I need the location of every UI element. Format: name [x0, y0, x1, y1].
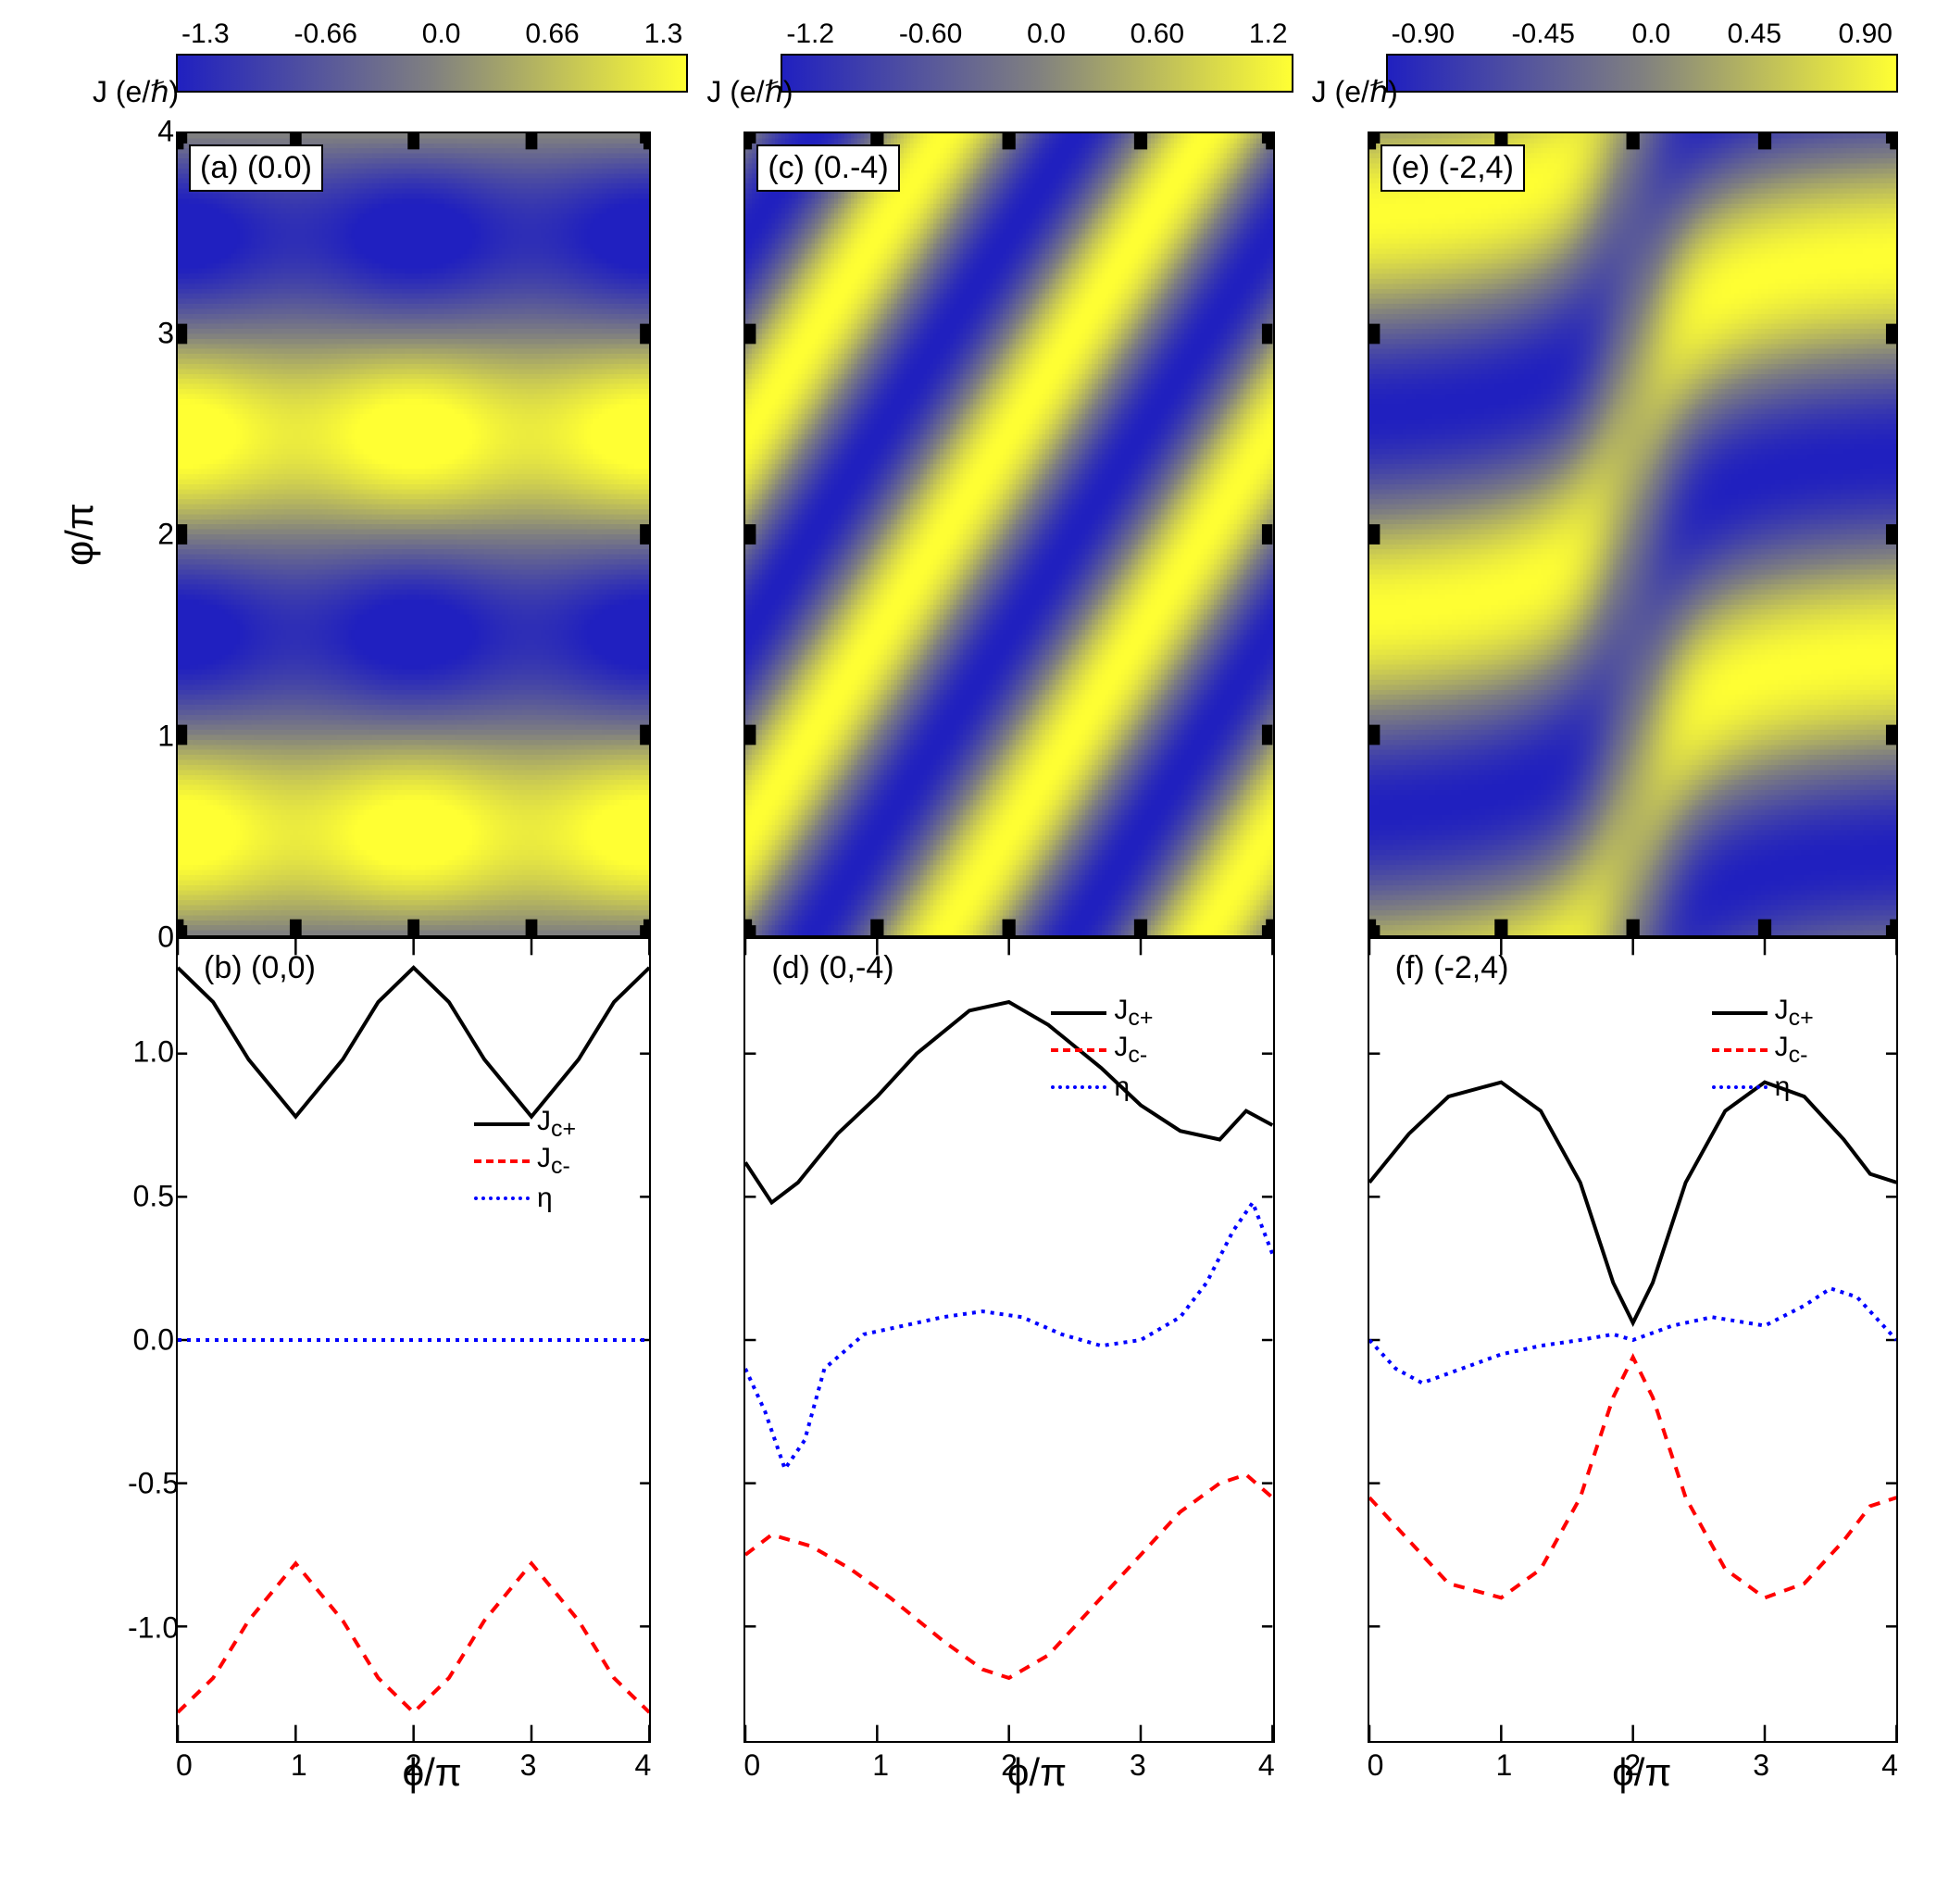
- line-d-label: (d) (0,-4): [762, 946, 903, 990]
- colorbar-0: J (e/ℏ) -1.3-0.660.00.661.3: [37, 19, 697, 130]
- heatmap-e-ticks: [1369, 133, 1896, 935]
- colorbar-1: J (e/ℏ) -1.2-0.600.00.601.2: [697, 19, 1302, 130]
- line-b-legend: Jc+Jc-η: [474, 1106, 576, 1217]
- line-f-plot: (f) (-2,4) Jc+Jc-η: [1368, 937, 1898, 1743]
- line-b-label: (b) (0,0): [194, 946, 325, 990]
- colorbar-gradient-0: [176, 54, 688, 93]
- colorbar-gradient-2: [1386, 54, 1898, 93]
- line-d-xticks: 01234: [743, 1743, 1274, 1783]
- colorbar-row: J (e/ℏ) -1.3-0.660.00.661.3 J (e/ℏ) -1.2…: [37, 19, 1907, 130]
- heatmap-panel-c: (c) (0.-4): [660, 132, 1283, 937]
- heatmap-e-label: (e) (-2,4): [1381, 144, 1525, 192]
- heatmap-c-label: (c) (0.-4): [756, 144, 899, 192]
- heatmap-panel-a: φ/π (a) (0.0) 01234: [37, 132, 660, 937]
- heatmap-c-ticks: [745, 133, 1272, 935]
- line-panel-d: (d) (0,-4) Jc+Jc-η 01234: [660, 937, 1283, 1743]
- line-b-svg: [178, 939, 649, 1741]
- colorbar-ticks-1: -1.2-0.600.00.601.2: [781, 19, 1293, 54]
- line-row: criticl current Jc (e/ℏ) and η (b) (0,0)…: [37, 937, 1907, 1743]
- line-f-label: (f) (-2,4): [1386, 946, 1518, 990]
- line-f-legend: Jc+Jc-η: [1712, 995, 1814, 1106]
- colorbar-ticks-2: -0.90-0.450.00.450.90: [1386, 19, 1898, 54]
- line-d-plot: (d) (0,-4) Jc+Jc-η: [743, 937, 1274, 1743]
- heatmap-a-plot: (a) (0.0): [176, 132, 651, 937]
- heatmap-row: φ/π (a) (0.0) 01234 (c) (0.-4) (e) (-2,4…: [37, 132, 1907, 937]
- heatmap-a-ticks: [178, 133, 649, 935]
- heatmap-c-plot: (c) (0.-4): [743, 132, 1274, 937]
- heatmap-a-label: (a) (0.0): [189, 144, 323, 192]
- yaxis-label-heatmap: φ/π: [57, 503, 102, 566]
- colorbar-2: J (e/ℏ) -0.90-0.450.00.450.90: [1303, 19, 1907, 130]
- colorbar-label-2: J (e/ℏ): [1312, 74, 1398, 109]
- colorbar-gradient-1: [781, 54, 1293, 93]
- line-b-plot: (b) (0,0) Jc+Jc-η: [176, 937, 651, 1743]
- line-panel-b: criticl current Jc (e/ℏ) and η (b) (0,0)…: [37, 937, 660, 1743]
- colorbar-label-1: J (e/ℏ): [706, 74, 793, 109]
- heatmap-e-plot: (e) (-2,4): [1368, 132, 1898, 937]
- line-b-xticks: 01234: [176, 1743, 651, 1783]
- line-f-xticks: 01234: [1368, 1743, 1898, 1783]
- heatmap-panel-e: (e) (-2,4): [1284, 132, 1907, 937]
- line-d-legend: Jc+Jc-η: [1051, 995, 1153, 1106]
- line-f-svg: [1369, 939, 1896, 1741]
- line-panel-f: (f) (-2,4) Jc+Jc-η 01234: [1284, 937, 1907, 1743]
- colorbar-label-0: J (e/ℏ): [93, 74, 179, 109]
- colorbar-ticks-0: -1.3-0.660.00.661.3: [176, 19, 688, 54]
- figure-root: J (e/ℏ) -1.3-0.660.00.661.3 J (e/ℏ) -1.2…: [37, 19, 1907, 1871]
- line-d-svg: [745, 939, 1272, 1741]
